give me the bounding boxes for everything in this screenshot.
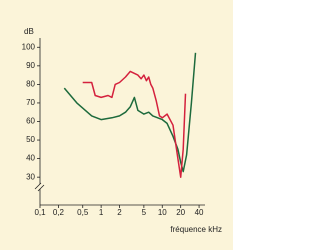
axis-break-gap (34, 184, 46, 189)
x-tick-label: 5 (142, 208, 147, 217)
y-tick-label: 80 (26, 79, 35, 88)
chart: dB fréquence kHz 30 40 50 60 70 80 90 100 0,1 0,2… (0, 0, 233, 250)
x-tick-label: 0,5 (77, 208, 89, 217)
x-tick-label: 20 (176, 208, 185, 217)
x-tick-label: 0,2 (53, 208, 65, 217)
y-tick-label: 70 (26, 98, 35, 107)
x-tick-label: 2 (117, 208, 122, 217)
x-axis-label: fréquence kHz (170, 225, 222, 234)
x-tick-label: 10 (158, 208, 167, 217)
x-tick-label: 0,1 (34, 208, 46, 217)
y-tick-label: 40 (26, 154, 35, 163)
y-tick-label: 90 (26, 61, 35, 70)
y-tick-label: 30 (26, 172, 35, 181)
y-tick-label: 60 (26, 117, 35, 126)
y-axis-label: dB (24, 27, 34, 36)
y-tick-label: 100 (22, 42, 36, 51)
background (0, 0, 233, 250)
x-tick-label: 1 (99, 208, 104, 217)
x-tick-label: 40 (195, 208, 204, 217)
line (82, 70, 187, 178)
axis-break (37, 184, 45, 192)
axis-break (34, 182, 42, 190)
y-tick-label: 50 (26, 135, 35, 144)
